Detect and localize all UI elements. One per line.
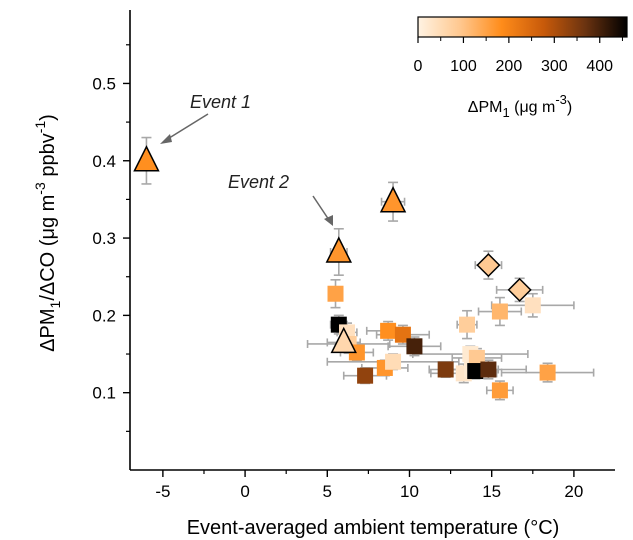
x-tick-label: 5 (323, 482, 332, 501)
x-ticks: -5 0 5 10 15 20 (155, 470, 583, 501)
error-bars (141, 136, 595, 401)
x-tick-label: -5 (155, 482, 170, 501)
y-tick-label: 0.5 (92, 74, 116, 93)
colorbar-gradient (417, 16, 628, 38)
y-tick-label: 0.2 (92, 306, 116, 325)
colorbar-tick-label: 300 (541, 58, 568, 75)
square-marker (385, 353, 402, 370)
y-axis-label: ΔPM1/ΔCO (μg m-3 ppbv-1) (32, 114, 63, 352)
annotation-arrowhead-event-2 (324, 215, 333, 226)
square-marker (459, 316, 476, 333)
annotation-event-1: Event 1 (190, 92, 251, 112)
x-tick-label: 0 (240, 482, 249, 501)
annotation-event-2: Event 2 (228, 172, 289, 192)
x-tick-label: 20 (564, 482, 583, 501)
colorbar-tick-label: 400 (586, 58, 613, 75)
square-marker (406, 338, 423, 355)
y-tick-label: 0.4 (92, 152, 116, 171)
colorbar-tick-label: 100 (450, 58, 477, 75)
triangle-marker (330, 326, 357, 354)
colorbar-label: ΔPM1 (μg m-3) (468, 92, 572, 120)
data-points (133, 145, 556, 399)
axes: -5 0 5 10 15 20 0.1 0.2 0.3 0.4 0.5 (92, 10, 615, 501)
colorbar-tick-label: 0 (414, 58, 423, 75)
square-marker (539, 364, 556, 381)
annotation-arrow-event-1 (165, 113, 209, 141)
y-ticks: 0.1 0.2 0.3 0.4 0.5 (92, 44, 130, 432)
x-tick-label: 10 (400, 482, 419, 501)
y-tick-label: 0.1 (92, 384, 116, 403)
square-marker (480, 361, 497, 378)
x-axis-label: Event-averaged ambient temperature (°C) (187, 517, 560, 539)
triangle-marker (325, 236, 353, 263)
annotations: Event 1 Event 2 (160, 92, 333, 226)
square-marker (467, 363, 484, 380)
square-marker (357, 367, 374, 384)
square-marker (491, 382, 508, 399)
triangle-marker (133, 145, 160, 172)
y-tick-label: 0.3 (92, 229, 116, 248)
colorbar-tick-label: 200 (496, 58, 523, 75)
square-marker (380, 322, 397, 339)
triangle-marker (379, 186, 407, 213)
annotation-arrowhead-event-1 (160, 134, 172, 144)
square-marker (437, 361, 454, 378)
square-marker (491, 303, 508, 320)
diamond-marker (507, 277, 532, 302)
annotation-arrow-event-2 (312, 195, 330, 221)
colorbar-ticks: 0 100 200 300 400 (414, 37, 623, 75)
square-marker (327, 285, 344, 302)
diamond-marker (476, 253, 501, 278)
x-tick-label: 15 (482, 482, 501, 501)
colorbar: 0 100 200 300 400 ΔPM1 (μg m-3) (414, 16, 628, 120)
square-marker (524, 297, 541, 314)
